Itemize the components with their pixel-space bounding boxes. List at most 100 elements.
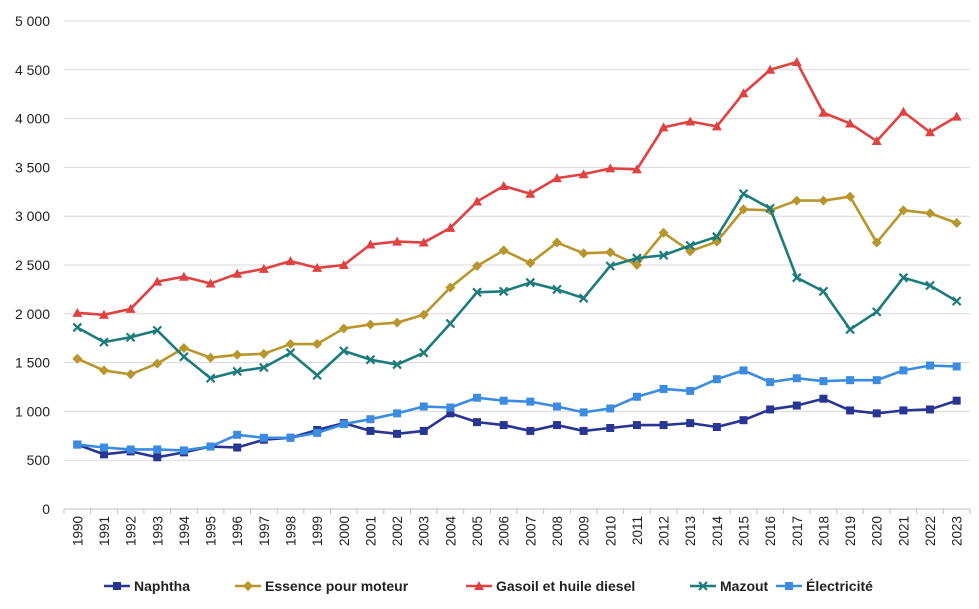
series-gasoil-et-huile-diesel bbox=[72, 56, 962, 319]
y-tick-label: 0 bbox=[42, 501, 50, 517]
data-point bbox=[232, 366, 242, 377]
data-point bbox=[125, 303, 136, 313]
data-point bbox=[72, 353, 83, 364]
series-line bbox=[77, 364, 957, 452]
legend-label: Gasoil et huile diesel bbox=[496, 578, 635, 594]
data-point bbox=[659, 384, 668, 393]
data-point bbox=[925, 280, 935, 291]
series-line bbox=[76, 397, 958, 459]
x-tick-label: 2017 bbox=[790, 516, 805, 546]
data-point bbox=[206, 442, 215, 451]
x-tick-label: 2015 bbox=[737, 516, 752, 546]
data-point bbox=[606, 423, 615, 432]
data-point bbox=[445, 318, 456, 329]
series-line bbox=[76, 192, 958, 380]
data-point bbox=[792, 272, 802, 283]
y-tick-label: 5 000 bbox=[15, 13, 50, 29]
data-point bbox=[418, 309, 429, 320]
data-point bbox=[339, 346, 349, 356]
data-point bbox=[73, 440, 82, 449]
legend-item: Essence pour moteur bbox=[235, 578, 409, 594]
data-point bbox=[658, 250, 669, 261]
x-tick-label: 2014 bbox=[710, 516, 725, 547]
legend-marker bbox=[785, 582, 793, 590]
data-point bbox=[658, 227, 669, 238]
data-point bbox=[926, 405, 935, 414]
x-tick-label: 1993 bbox=[150, 516, 165, 546]
y-axis-ticks: 0 500 1 000 1 500 2 000 2 500 3 000 3 500 4 000 4… bbox=[15, 13, 50, 517]
data-point bbox=[712, 375, 721, 384]
data-point bbox=[232, 349, 243, 360]
data-point bbox=[951, 218, 962, 229]
data-point bbox=[711, 121, 722, 131]
data-point bbox=[233, 443, 242, 452]
data-point bbox=[98, 309, 109, 319]
series--lectricit- bbox=[73, 361, 961, 455]
data-point bbox=[579, 408, 588, 417]
legend-marker bbox=[113, 582, 121, 590]
x-tick-label: 2004 bbox=[443, 516, 458, 547]
data-point bbox=[818, 286, 829, 297]
legend-label: Électricité bbox=[806, 578, 873, 594]
data-point bbox=[605, 261, 616, 271]
data-point bbox=[791, 195, 802, 206]
data-point bbox=[898, 272, 909, 283]
data-point bbox=[153, 453, 162, 462]
data-point bbox=[578, 293, 589, 303]
y-tick-label: 3 000 bbox=[15, 208, 50, 224]
data-point bbox=[818, 195, 829, 206]
data-point bbox=[605, 163, 616, 173]
x-tick-label: 1999 bbox=[310, 516, 325, 546]
data-point bbox=[338, 323, 349, 334]
data-point bbox=[845, 324, 855, 335]
data-point bbox=[765, 203, 775, 214]
x-tick-label: 1998 bbox=[284, 516, 299, 546]
data-point bbox=[871, 237, 882, 248]
data-point bbox=[659, 421, 668, 430]
data-point bbox=[632, 392, 641, 401]
data-point bbox=[552, 402, 561, 411]
data-point bbox=[898, 205, 909, 216]
data-point bbox=[845, 118, 856, 128]
data-point bbox=[605, 247, 616, 258]
data-point bbox=[472, 260, 483, 271]
data-point bbox=[552, 421, 561, 430]
y-tick-label: 4 500 bbox=[15, 62, 50, 78]
x-tick-label: 2001 bbox=[363, 516, 378, 546]
x-tick-label: 2005 bbox=[470, 516, 485, 546]
data-point bbox=[365, 239, 376, 249]
legend-label: Naphtha bbox=[134, 578, 190, 594]
data-point bbox=[258, 263, 269, 273]
data-point bbox=[473, 393, 482, 402]
data-point bbox=[552, 284, 562, 295]
data-point bbox=[205, 373, 216, 383]
data-point bbox=[686, 386, 695, 395]
data-point bbox=[446, 403, 455, 412]
data-point bbox=[846, 376, 855, 385]
legend-item: Mazout bbox=[690, 578, 769, 594]
data-point bbox=[152, 276, 163, 286]
data-point bbox=[445, 222, 456, 232]
data-point bbox=[259, 362, 269, 373]
data-point bbox=[525, 188, 536, 198]
x-tick-label: 2012 bbox=[657, 516, 672, 546]
data-point bbox=[818, 107, 829, 117]
legend: Naphtha Essence pour moteur Gasoil et huil… bbox=[104, 578, 873, 594]
y-tick-label: 2 000 bbox=[15, 306, 50, 322]
data-point bbox=[312, 339, 323, 350]
x-tick-label: 2021 bbox=[896, 516, 911, 546]
gridlines bbox=[64, 20, 970, 461]
data-point bbox=[233, 430, 242, 439]
data-point bbox=[286, 433, 295, 442]
legend-item: Électricité bbox=[776, 578, 873, 594]
data-point bbox=[871, 136, 882, 146]
data-point bbox=[179, 446, 188, 455]
x-tick-label: 2007 bbox=[523, 516, 538, 546]
series-essence-pour-moteur bbox=[72, 191, 962, 380]
data-point bbox=[285, 256, 296, 266]
series-naphtha bbox=[73, 394, 961, 462]
legend-marker bbox=[474, 581, 484, 590]
data-point bbox=[312, 370, 322, 381]
data-point bbox=[685, 116, 696, 126]
